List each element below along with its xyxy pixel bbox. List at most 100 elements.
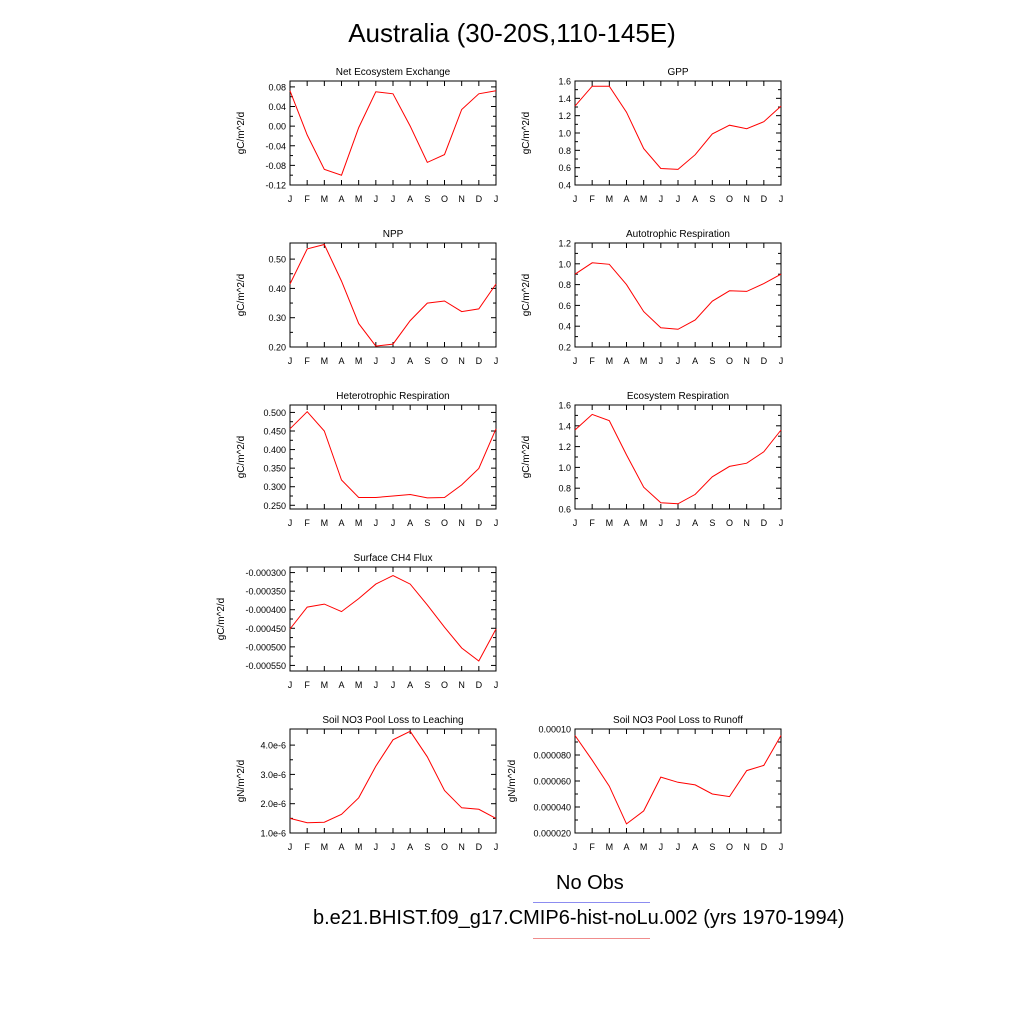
x-tick-label: F	[304, 680, 310, 690]
x-tick-label: J	[374, 680, 379, 690]
y-tick-label: 0.6	[558, 505, 571, 515]
x-tick-label: A	[407, 680, 413, 690]
y-tick-label: 0.400	[263, 445, 286, 455]
y-tick-label: 1.0	[558, 259, 571, 269]
x-tick-label: S	[709, 194, 715, 204]
y-tick-label: 1.0e-6	[260, 829, 286, 839]
x-tick-label: N	[458, 680, 465, 690]
y-axis-label: gC/m^2/d	[236, 274, 247, 317]
chart-title: Soil NO3 Pool Loss to Leaching	[322, 715, 463, 726]
x-tick-label: J	[779, 518, 784, 528]
x-tick-label: A	[407, 518, 413, 528]
y-tick-label: 1.6	[558, 77, 571, 87]
x-tick-label: A	[623, 518, 629, 528]
y-tick-label: 3.0e-6	[260, 770, 286, 780]
x-tick-label: J	[659, 194, 664, 204]
x-tick-label: J	[494, 518, 499, 528]
x-tick-label: J	[374, 842, 379, 852]
y-tick-label: 0.250	[263, 501, 286, 511]
plot-frame	[574, 404, 782, 510]
y-tick-label: 1.0	[558, 463, 571, 473]
y-tick-label: 0.500	[263, 408, 286, 418]
x-tick-label: N	[458, 194, 465, 204]
x-tick-label: A	[623, 356, 629, 366]
x-tick-label: A	[338, 680, 344, 690]
y-tick-label: 0.08	[268, 82, 286, 92]
chart-title: Soil NO3 Pool Loss to Runoff	[613, 715, 743, 726]
x-tick-label: J	[374, 518, 379, 528]
x-tick-label: O	[441, 194, 448, 204]
x-tick-label: J	[494, 680, 499, 690]
x-tick-label: J	[391, 194, 396, 204]
x-tick-label: J	[573, 194, 578, 204]
y-axis-label: gN/m^2/d	[236, 760, 247, 803]
x-tick-label: O	[441, 680, 448, 690]
x-tick-label: N	[458, 518, 465, 528]
x-tick-label: J	[659, 842, 664, 852]
x-tick-label: J	[779, 356, 784, 366]
x-tick-label: F	[304, 356, 310, 366]
series-line	[289, 90, 497, 176]
y-tick-label: 0.8	[558, 280, 571, 290]
x-tick-label: M	[606, 194, 614, 204]
y-tick-label: 0.00	[268, 122, 286, 132]
x-tick-label: S	[709, 356, 715, 366]
y-tick-label: 1.2	[558, 442, 571, 452]
x-tick-label: J	[374, 356, 379, 366]
x-tick-label: J	[391, 356, 396, 366]
y-tick-label: 0.450	[263, 427, 286, 437]
y-tick-label: 1.4	[558, 421, 571, 431]
x-tick-label: J	[288, 518, 293, 528]
x-tick-label: A	[338, 356, 344, 366]
x-tick-label: J	[573, 842, 578, 852]
y-tick-label: 0.2	[558, 343, 571, 353]
x-tick-label: M	[355, 194, 363, 204]
x-tick-label: J	[779, 842, 784, 852]
x-tick-label: A	[692, 194, 698, 204]
y-axis-label: gC/m^2/d	[236, 112, 247, 155]
x-tick-label: M	[321, 518, 329, 528]
legend-line-no-obs	[533, 902, 650, 903]
x-tick-label: D	[761, 518, 768, 528]
series-line	[574, 262, 782, 330]
x-tick-label: J	[391, 518, 396, 528]
x-tick-label: D	[476, 194, 483, 204]
page-title: Australia (30-20S,110-145E)	[348, 18, 676, 48]
y-tick-label: -0.04	[265, 141, 286, 151]
x-tick-label: O	[726, 194, 733, 204]
y-tick-label: 0.30	[268, 313, 286, 323]
x-tick-label: D	[761, 842, 768, 852]
x-tick-label: M	[355, 680, 363, 690]
y-axis-label: gC/m^2/d	[521, 112, 532, 155]
x-tick-label: M	[640, 842, 648, 852]
y-tick-label: -0.000300	[245, 568, 286, 578]
chart-title: Ecosystem Respiration	[627, 391, 729, 402]
x-tick-label: J	[676, 194, 681, 204]
x-tick-label: J	[494, 842, 499, 852]
y-tick-label: 0.04	[268, 102, 286, 112]
y-tick-label: 0.000020	[533, 829, 571, 839]
chart-title: Surface CH4 Flux	[354, 553, 433, 564]
x-tick-label: J	[779, 194, 784, 204]
series-line	[574, 413, 782, 505]
x-tick-label: M	[640, 194, 648, 204]
x-tick-label: A	[692, 842, 698, 852]
x-tick-label: J	[288, 842, 293, 852]
x-tick-label: M	[355, 356, 363, 366]
x-tick-label: O	[441, 842, 448, 852]
x-tick-label: J	[573, 518, 578, 528]
x-tick-label: S	[424, 680, 430, 690]
y-tick-label: -0.000500	[245, 642, 286, 652]
y-tick-label: -0.000550	[245, 661, 286, 671]
y-tick-label: 1.0	[558, 129, 571, 139]
x-tick-label: F	[589, 842, 595, 852]
plot-frame	[289, 404, 497, 510]
y-axis-label: gC/m^2/d	[236, 436, 247, 479]
y-tick-label: 1.6	[558, 401, 571, 411]
x-tick-label: F	[304, 842, 310, 852]
x-tick-label: M	[606, 356, 614, 366]
